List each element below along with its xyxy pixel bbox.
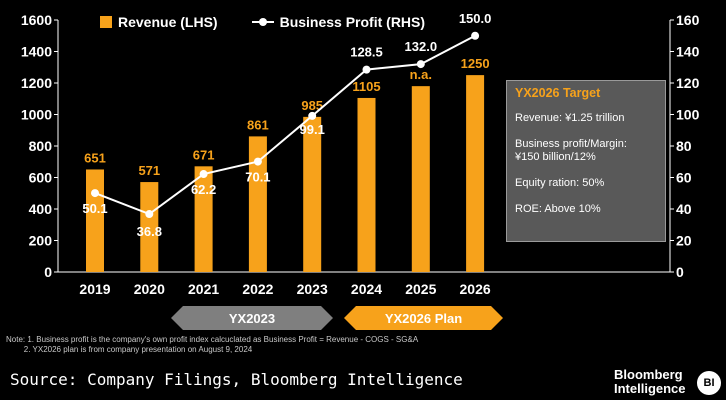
revenue-bar <box>357 97 376 273</box>
right-tick-label: 80 <box>676 138 692 154</box>
profit-point <box>362 65 371 74</box>
legend-item-profit: Business Profit (RHS) <box>251 14 426 30</box>
target-roe: ROE: Above 10% <box>515 203 601 215</box>
left-tick-label: 800 <box>29 138 53 154</box>
profit-point <box>416 60 425 69</box>
profit-point <box>145 210 154 219</box>
x-tick-label: 2023 <box>297 281 328 297</box>
footnote-line-1: Note: 1. Business profit is the company'… <box>6 335 419 344</box>
period-yx2023-label: YX2023 <box>229 311 275 326</box>
profit-point <box>91 189 99 198</box>
x-tick-label: 2020 <box>134 281 165 297</box>
footnote: Note: 1. Business profit is the company'… <box>6 335 418 355</box>
target-title: YX2026 Target <box>515 86 601 100</box>
revenue-data-label: 571 <box>138 163 160 178</box>
right-tick-label: 140 <box>676 44 700 60</box>
target-equity: Equity ration: 50% <box>515 177 605 189</box>
profit-line <box>94 34 476 216</box>
profit-point <box>308 111 317 120</box>
left-tick-label: 600 <box>29 170 53 186</box>
left-tick-label: 1400 <box>21 44 52 60</box>
profit-data-label: 132.0 <box>405 39 438 54</box>
right-tick-label: 120 <box>676 75 700 91</box>
period-yx2026-plan-arrow <box>344 306 503 330</box>
revenue-data-label: 1250 <box>461 56 490 71</box>
x-tick-label: 2026 <box>460 281 491 297</box>
revenue-bar <box>194 166 213 272</box>
profit-point <box>253 157 262 166</box>
brand-logo: Bloomberg Intelligence <box>614 368 686 396</box>
revenue-bar <box>248 136 267 272</box>
brand-badge: BI <box>697 371 721 395</box>
footnote-line-2: 2. YX2026 plan is from company presentat… <box>6 345 253 354</box>
profit-data-label: 99.1 <box>300 122 325 137</box>
target-box: YX2026 Target Revenue: ¥1.25 trillion Bu… <box>506 80 666 242</box>
right-tick-label: 100 <box>676 107 700 123</box>
period-yx2023-arrow <box>171 306 333 330</box>
left-tick-label: 1600 <box>21 12 52 28</box>
revenue-data-label: 861 <box>247 117 269 132</box>
left-tick-label: 400 <box>29 201 53 217</box>
source-text: Source: Company Filings, Bloomberg Intel… <box>10 370 463 389</box>
na-label: n.a. <box>410 67 432 82</box>
period-yx2026-plan-label: YX2026 Plan <box>385 311 462 326</box>
left-tick-label: 1000 <box>21 107 52 123</box>
revenue-bar <box>411 86 430 273</box>
legend-label-profit: Business Profit (RHS) <box>279 14 426 30</box>
profit-data-label: 70.1 <box>245 170 270 185</box>
legend-item-revenue: Revenue (LHS) <box>100 14 218 30</box>
left-tick-label: 200 <box>29 233 53 249</box>
profit-data-label: 128.5 <box>350 45 383 60</box>
target-profit-margin: Business profit/Margin: ¥150 billion/12% <box>515 138 627 163</box>
x-tick-label: 2019 <box>79 281 110 297</box>
revenue-data-label: 1105 <box>352 79 380 94</box>
profit-point <box>471 31 480 40</box>
x-tick-label: 2021 <box>188 281 219 297</box>
left-tick-label: 0 <box>44 264 52 280</box>
legend-line-swatch <box>251 16 274 28</box>
profit-data-label: 36.8 <box>137 224 162 239</box>
left-tick-label: 1200 <box>21 75 52 91</box>
right-tick-label: 0 <box>676 264 684 280</box>
revenue-bar <box>86 169 104 272</box>
profit-point <box>199 170 208 179</box>
legend: Revenue (LHS) Business Profit (RHS) <box>100 14 425 30</box>
right-tick-label: 40 <box>676 201 692 217</box>
profit-data-label: 150.0 <box>459 11 492 26</box>
target-revenue: Revenue: ¥1.25 trillion <box>515 112 625 124</box>
right-tick-label: 160 <box>676 12 700 28</box>
revenue-bar <box>140 182 159 272</box>
x-tick-label: 2024 <box>351 281 382 297</box>
legend-bar-swatch <box>100 16 112 28</box>
revenue-bar <box>303 116 322 272</box>
right-tick-label: 60 <box>676 170 692 186</box>
legend-label-revenue: Revenue (LHS) <box>118 14 218 30</box>
x-tick-label: 2025 <box>405 281 436 297</box>
revenue-data-label: 671 <box>193 147 215 162</box>
revenue-bar <box>466 75 485 272</box>
brand-line-2: Intelligence <box>614 381 686 396</box>
profit-data-label: 50.1 <box>82 201 107 216</box>
profit-data-label: 62.2 <box>191 182 216 197</box>
right-tick-label: 20 <box>676 233 692 249</box>
x-tick-label: 2022 <box>242 281 273 297</box>
revenue-data-label: 651 <box>84 150 106 165</box>
brand-line-1: Bloomberg <box>614 367 683 382</box>
revenue-data-label: 985 <box>301 98 323 113</box>
